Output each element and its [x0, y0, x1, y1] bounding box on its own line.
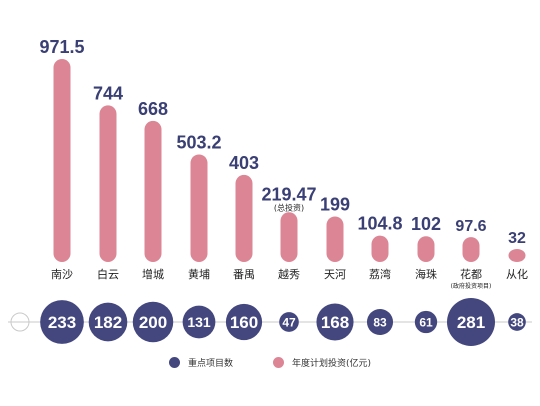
- bar-0: [53, 59, 71, 262]
- bubbles-layer: 233 182 200 131 160 47 168 83 61 281 38: [40, 298, 526, 346]
- category-label-8: 海珠: [415, 267, 437, 281]
- category-label-4: 番禺: [233, 268, 255, 281]
- legend: 重点项目数 年度计划投资(亿元): [0, 356, 540, 369]
- bubble-label-3: 131: [187, 314, 211, 330]
- category-label-7: 荔湾: [369, 267, 391, 281]
- bar-5: [280, 212, 298, 262]
- bubble-label-4: 160: [230, 313, 258, 332]
- value-label-2: 668: [138, 99, 168, 119]
- bubble-2: [132, 301, 174, 343]
- bubble-label-7: 83: [373, 315, 387, 329]
- bubble-10: [508, 313, 526, 331]
- value-label-3: 503.2: [176, 132, 221, 152]
- legend-item-investment: 年度计划投资(亿元): [272, 356, 372, 369]
- legend-swatch-projects: [168, 357, 180, 368]
- bar-8: [417, 236, 435, 262]
- bubble-0: [40, 300, 84, 344]
- value-label-4: 403: [229, 153, 259, 173]
- category-label-1: 白云: [97, 267, 119, 281]
- track-ring-left: [10, 312, 30, 332]
- bar-4: [235, 174, 253, 262]
- bubble-9: [447, 298, 495, 346]
- category-note-9: (政府投资项目): [451, 282, 492, 290]
- bars-layer: [53, 59, 526, 262]
- legend-swatch-investment: [272, 357, 284, 368]
- category-label-5: 越秀: [278, 267, 300, 281]
- bar-2: [144, 120, 162, 262]
- bubble-5: [279, 312, 299, 332]
- value-label-1: 744: [93, 83, 123, 103]
- bar-10: [508, 249, 526, 262]
- value-label-8: 102: [411, 214, 441, 234]
- value-label-6: 199: [320, 194, 350, 214]
- bubble-7: [366, 308, 394, 336]
- bubble-4: [225, 303, 263, 341]
- value-label-9: 97.6: [455, 218, 486, 235]
- bubble-label-9: 281: [457, 313, 485, 332]
- bubble-3: [182, 305, 216, 339]
- bar-7: [371, 235, 389, 262]
- value-label-7: 104.8: [357, 214, 402, 234]
- bar-1: [99, 105, 117, 262]
- category-label-0: 南沙: [51, 268, 73, 281]
- bubble-label-5: 47: [282, 315, 296, 329]
- legend-label-investment: 年度计划投资(亿元): [291, 359, 372, 369]
- value-label-10: 32: [508, 230, 526, 247]
- value-note-5: (总投资): [274, 202, 304, 212]
- bubble-label-6: 168: [321, 313, 349, 332]
- bubble-label-10: 38: [510, 315, 524, 329]
- bar-6: [326, 216, 344, 262]
- bubble-label-0: 233: [48, 313, 76, 332]
- category-label-3: 黄埔: [188, 267, 210, 281]
- bubble-label-1: 182: [94, 313, 122, 332]
- bubble-1: [88, 302, 128, 342]
- value-label-5: 219.47: [261, 184, 316, 204]
- bar-9: [462, 237, 480, 262]
- value-label-0: 971.5: [39, 37, 84, 57]
- category-label-2: 增城: [142, 267, 164, 281]
- bar-3: [190, 154, 208, 262]
- bubble-6: [316, 303, 354, 341]
- legend-label-projects: 重点项目数: [187, 359, 233, 369]
- category-label-6: 天河: [324, 268, 346, 281]
- bubble-label-2: 200: [139, 313, 167, 332]
- category-label-9: 花都: [460, 268, 482, 281]
- category-label-10: 从化: [506, 267, 528, 281]
- bubble-8: [414, 310, 438, 334]
- labels-layer: 971.5 南沙 744 白云 668 增城 503.2 黄埔 403 番禺 219.47(总投资)…: [39, 37, 528, 290]
- legend-item-projects: 重点项目数: [168, 356, 233, 369]
- bubble-label-8: 61: [419, 315, 433, 329]
